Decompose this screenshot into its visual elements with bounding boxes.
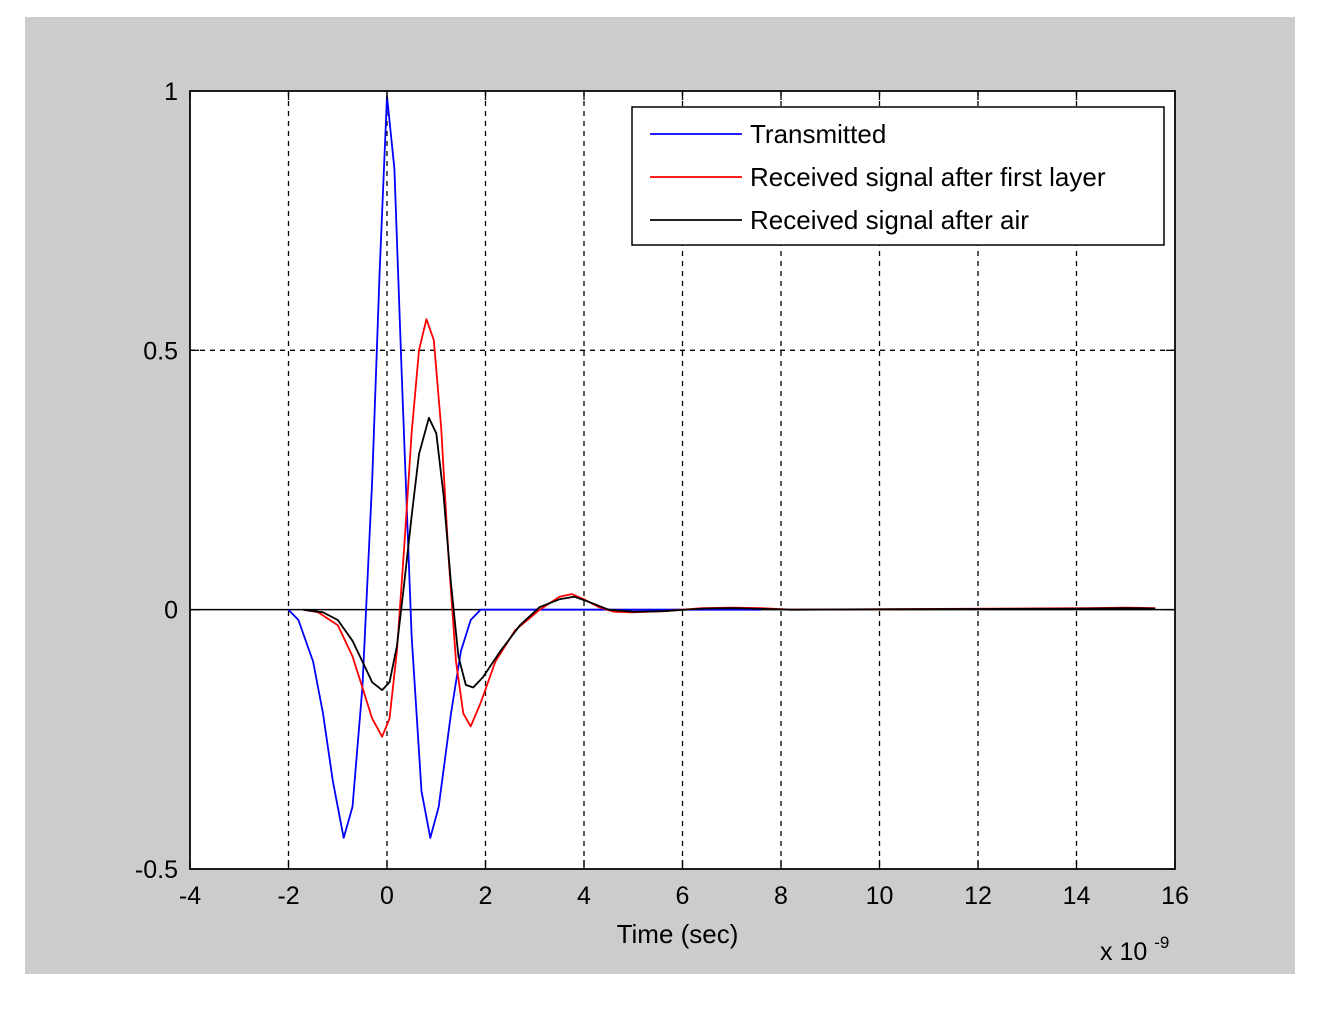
x-tick-label: 8 [774,882,788,910]
legend-label: Transmitted [750,119,886,149]
x-multiplier-exponent: -9 [1154,933,1169,952]
x-axis-multiplier: x 10 -9 [1100,933,1169,966]
legend-label: Received signal after air [750,205,1029,235]
legend-label: Received signal after first layer [750,162,1106,192]
x-tick-label: 2 [479,882,493,910]
x-tick-label: 14 [1063,882,1091,910]
x-tick-label: 12 [964,882,992,910]
x-tick-label: 16 [1161,882,1189,910]
legend: Transmitted Received signal after first l… [631,106,1165,246]
x-tick-label: -2 [277,882,299,910]
y-tick-label: -0.5 [135,856,178,884]
axis-ticks [189,90,1176,870]
x-axis-label: Time (sec) [617,919,739,949]
legend-box [631,106,1165,246]
y-tick-label: 0.5 [143,337,178,365]
grid-lines [190,91,1175,869]
x-multiplier-base: x 10 [1100,938,1147,966]
x-tick-label: -4 [179,882,201,910]
tick-labels: -4 -2 0 2 4 6 8 10 12 14 16 -0.5 0 0.5 1 [135,78,1189,910]
x-tick-label: 6 [676,882,690,910]
series-line-3 [303,416,1156,691]
x-tick-label: 4 [577,882,591,910]
x-tick-label: 10 [866,882,894,910]
x-tick-label: 0 [380,882,394,910]
series-lines [287,95,1156,839]
y-tick-label: 1 [164,78,178,106]
y-tick-label: 0 [164,597,178,625]
